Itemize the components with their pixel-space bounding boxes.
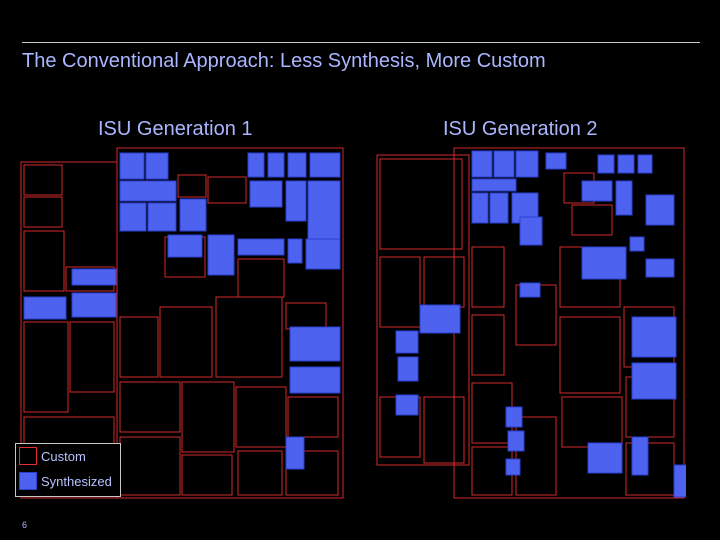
gen1-label: ISU Generation 1 [98, 118, 253, 140]
legend-item-custom: Custom [19, 447, 86, 465]
synthesized-swatch-icon [19, 472, 37, 490]
legend: Custom Synthesized [15, 443, 121, 497]
slide-title: The Conventional Approach: Less Synthesi… [22, 50, 546, 72]
legend-custom-label: Custom [41, 448, 86, 464]
page-number: 6 [22, 520, 28, 530]
title-rule [22, 42, 700, 43]
isu-gen2-floorplan [376, 147, 686, 499]
gen2-label: ISU Generation 2 [443, 118, 598, 140]
legend-item-synthesized: Synthesized [19, 472, 112, 490]
custom-swatch-icon [19, 447, 37, 465]
legend-synthesized-label: Synthesized [41, 473, 112, 489]
